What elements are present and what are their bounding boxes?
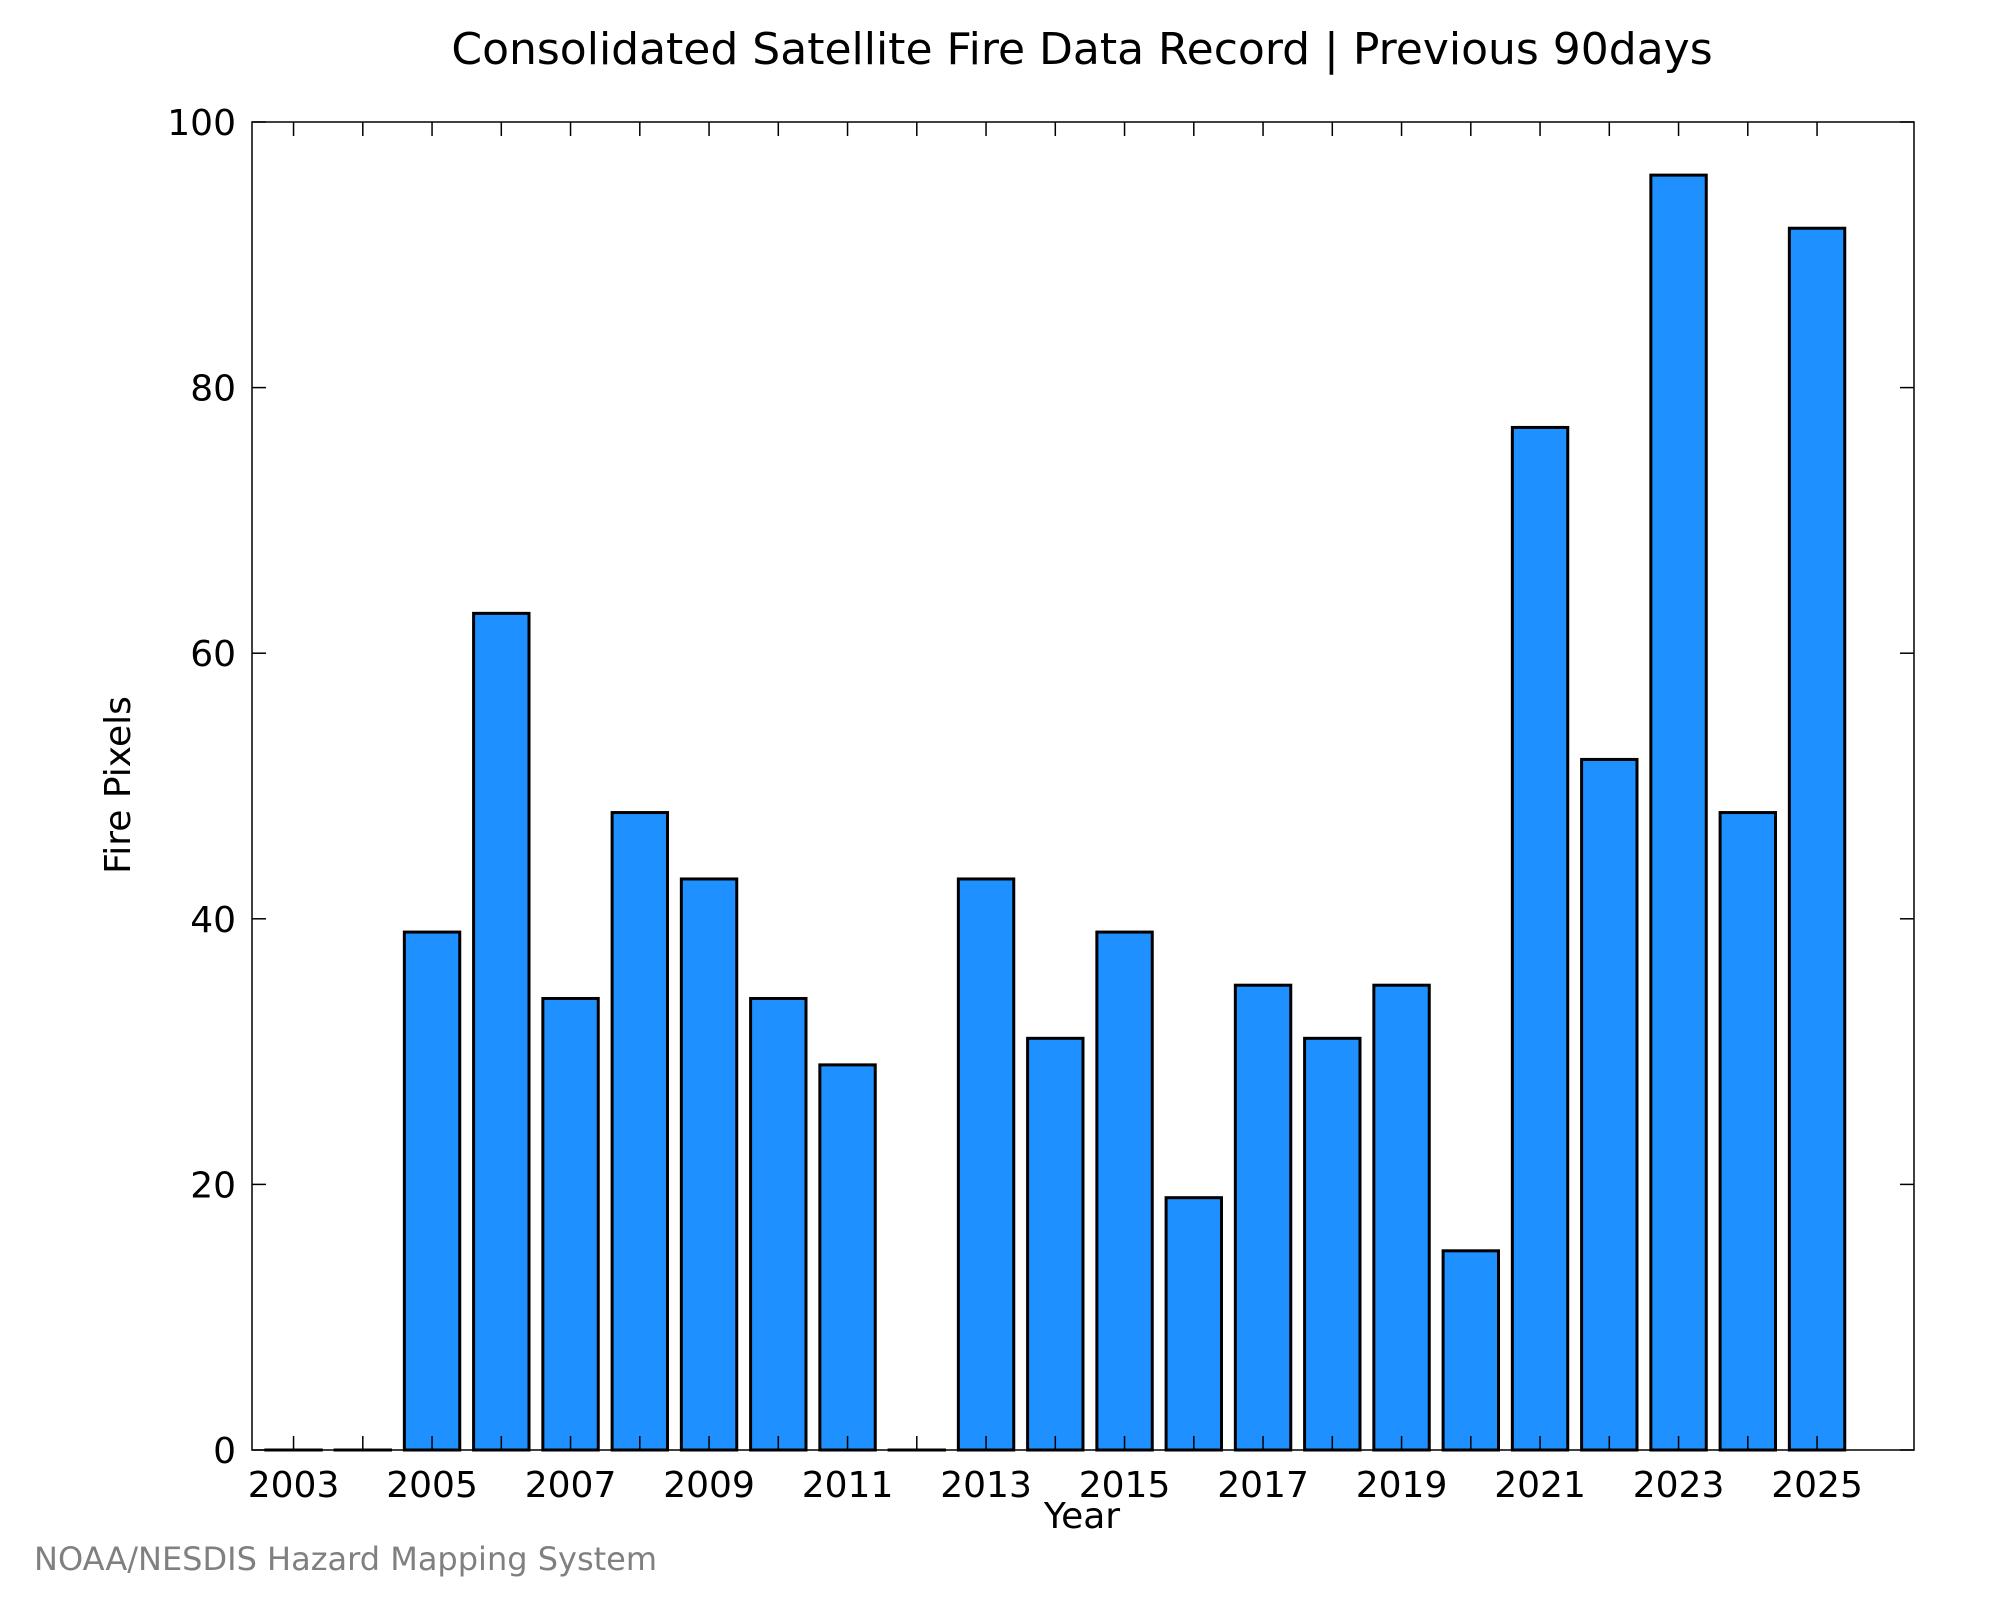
x-tick-label: 2009 <box>663 1465 755 1506</box>
bar-2019 <box>1372 983 1431 1452</box>
bar-2011 <box>818 1063 877 1452</box>
credit-text: NOAA/NESDIS Hazard Mapping System <box>34 1540 657 1578</box>
bar-2014 <box>1026 1036 1085 1452</box>
x-tick-label: 2021 <box>1494 1465 1586 1506</box>
y-axis-label: Fire Pixels <box>98 696 139 874</box>
bar-2010 <box>749 996 808 1452</box>
x-tick-label: 2015 <box>1079 1465 1171 1506</box>
bars-group <box>264 173 1847 1452</box>
x-tick-label: 2003 <box>248 1465 340 1506</box>
x-tick-label: 2023 <box>1633 1465 1725 1506</box>
x-tick-label: 2025 <box>1771 1465 1863 1506</box>
y-tick-label: 60 <box>190 634 236 675</box>
bar-2025 <box>1787 226 1847 1452</box>
bar-2007 <box>541 996 600 1452</box>
plot-frame <box>251 121 1915 1451</box>
y-tick-label: 40 <box>190 900 236 941</box>
bar-2008 <box>610 811 669 1452</box>
y-tick-label: 80 <box>190 369 236 410</box>
bar-2009 <box>679 877 739 1452</box>
x-axis-label: Year <box>1043 1496 1120 1537</box>
x-tick-label: 2011 <box>802 1465 894 1506</box>
bar-2020 <box>1441 1249 1500 1452</box>
bar-2022 <box>1580 757 1639 1452</box>
ticks-group: 0 20 40 60 80 100 2003 2005 2007 2009 2011 2013 2015… <box>167 103 1914 1506</box>
bar-2016 <box>1164 1196 1223 1452</box>
x-tick-label: 2019 <box>1356 1465 1448 1506</box>
bar-2005 <box>402 930 462 1452</box>
bar-2023 <box>1649 173 1708 1452</box>
x-tick-label: 2005 <box>386 1465 478 1506</box>
x-tick-label: 2013 <box>940 1465 1032 1506</box>
x-tick-label: 2017 <box>1217 1465 1309 1506</box>
bar-2018 <box>1303 1036 1362 1452</box>
bar-2015 <box>1095 930 1154 1452</box>
y-tick-label: 100 <box>167 103 236 144</box>
y-tick-label: 20 <box>190 1165 236 1206</box>
y-tick-label: 0 <box>213 1431 236 1472</box>
chart-title: Consolidated Satellite Fire Data Record … <box>451 24 1712 75</box>
bar-2013 <box>956 877 1016 1452</box>
bar-2021 <box>1510 425 1570 1452</box>
x-tick-label: 2007 <box>525 1465 617 1506</box>
bar-2006 <box>472 611 531 1452</box>
bar-2024 <box>1718 811 1777 1452</box>
bar-2017 <box>1233 983 1293 1452</box>
